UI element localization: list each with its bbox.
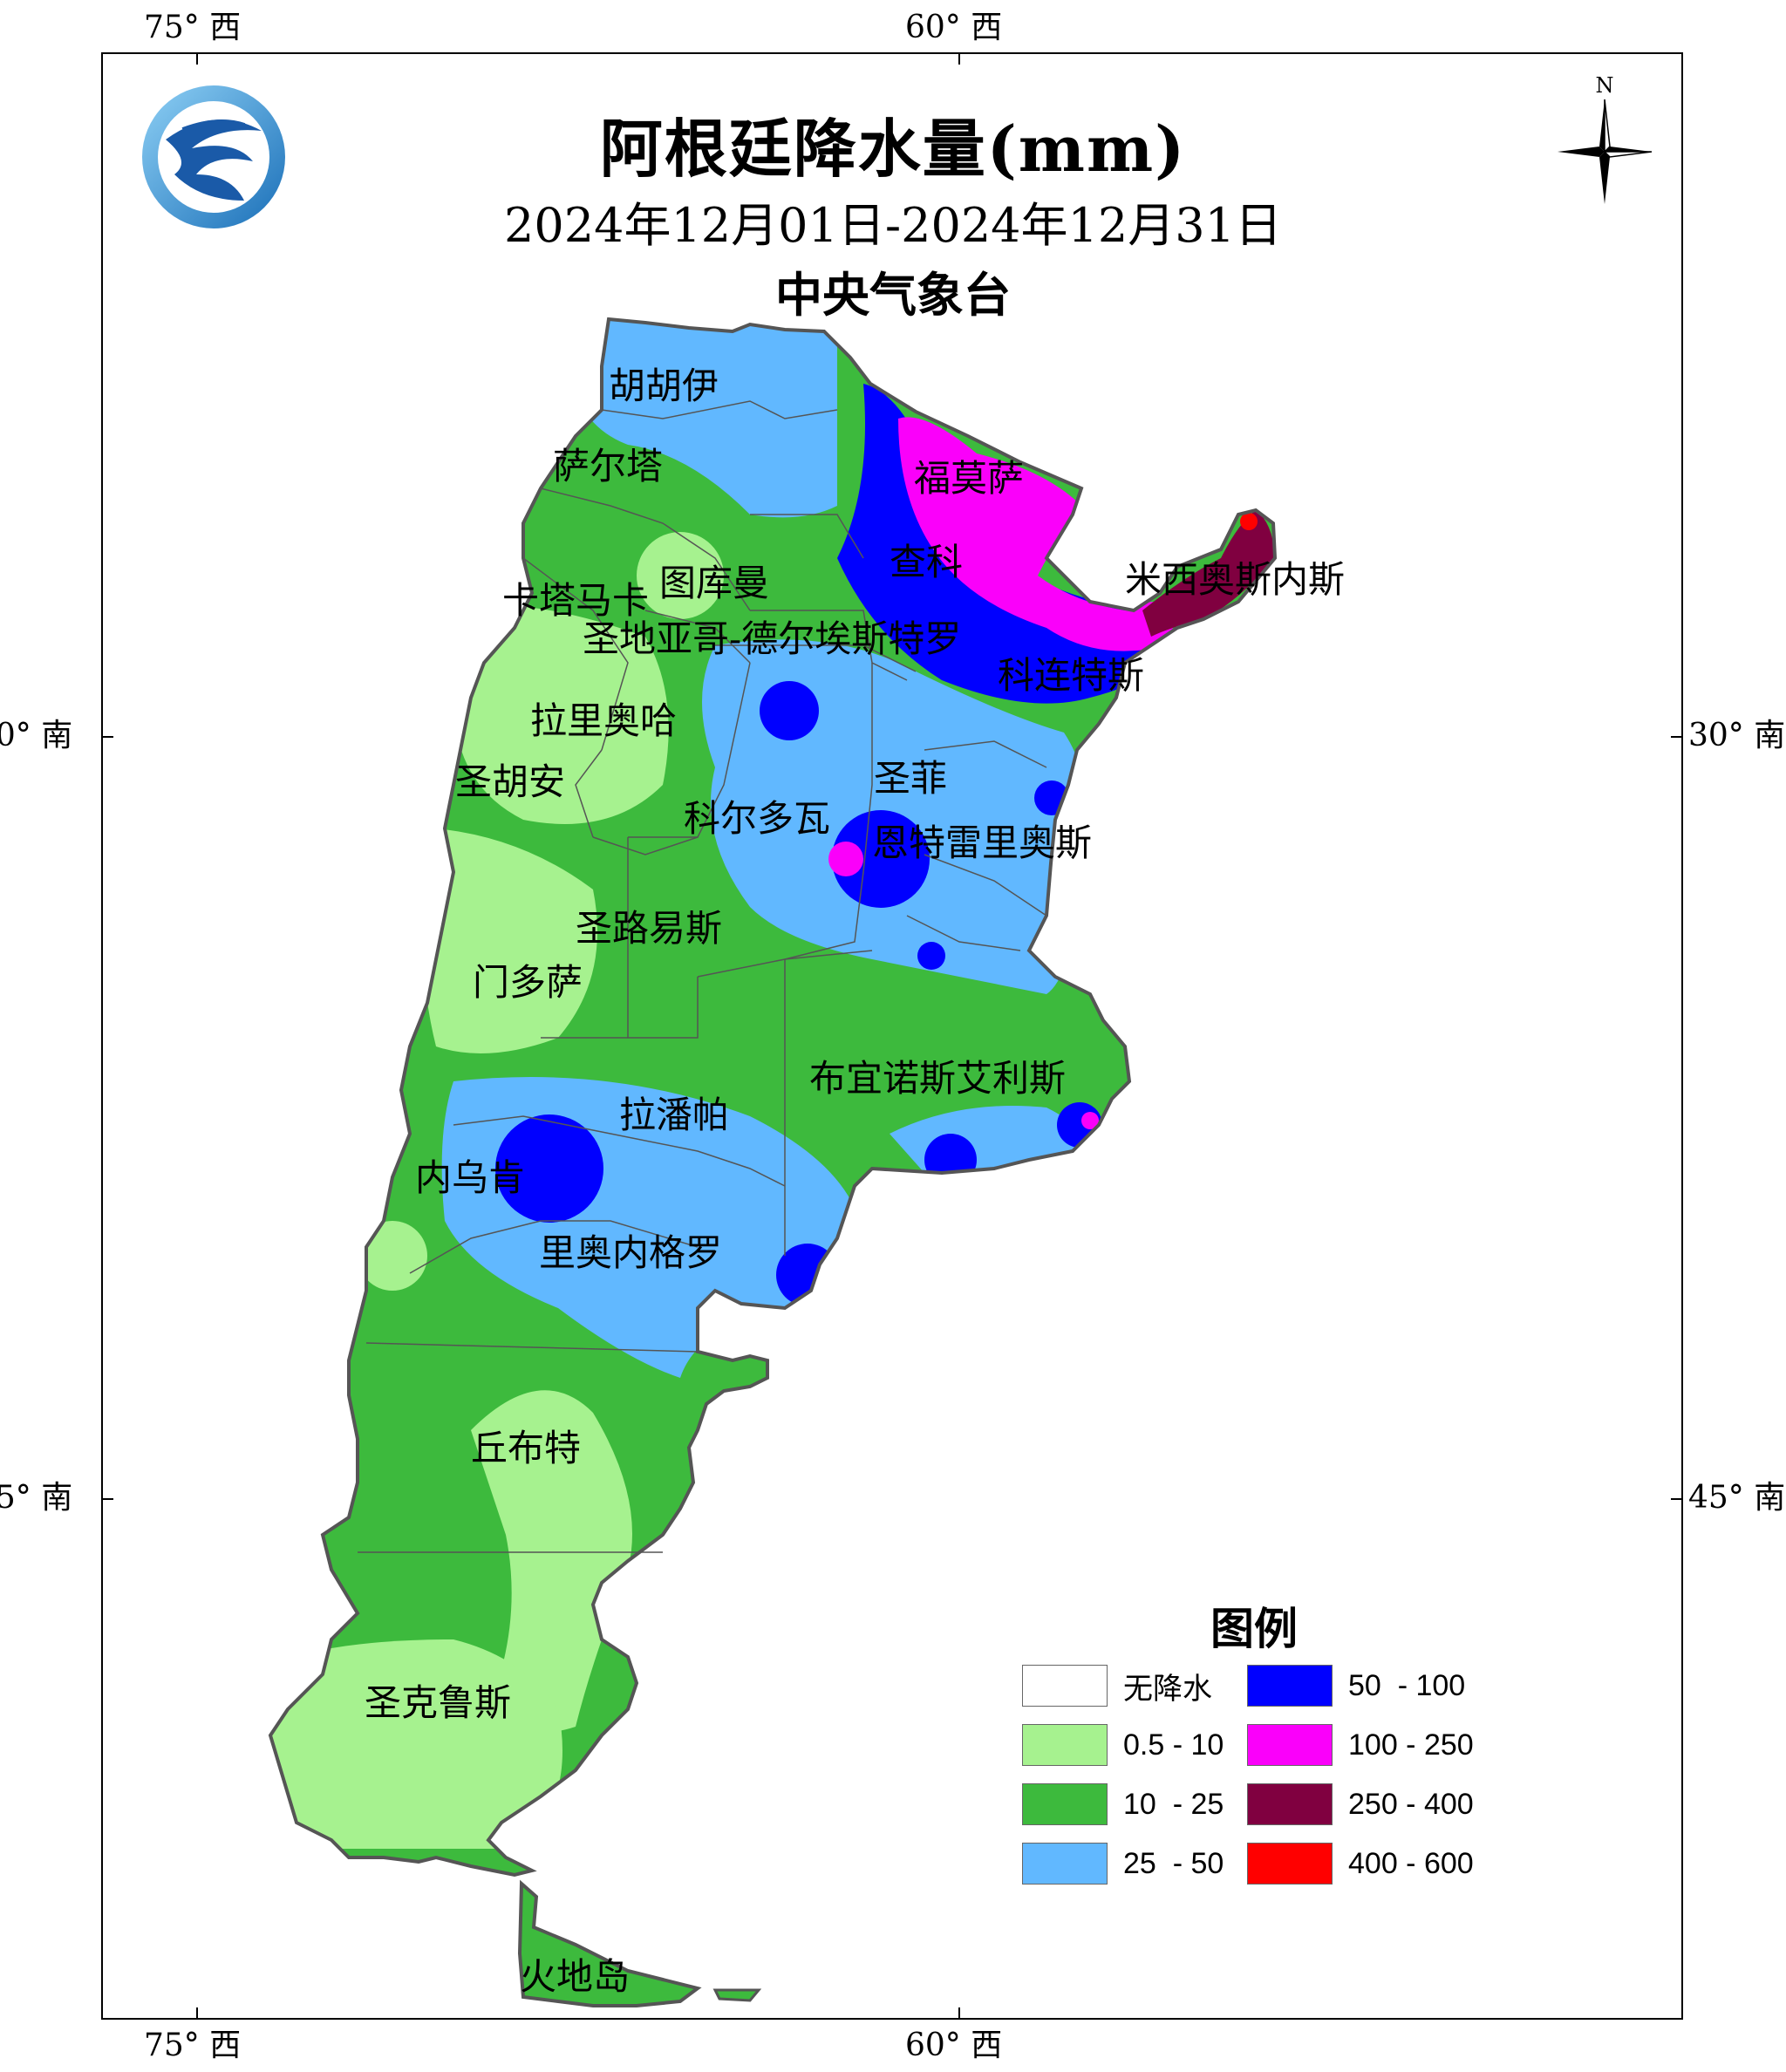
north-arrow-icon: N [1558, 73, 1653, 204]
province-label-corrientes: 科连特斯 [998, 654, 1145, 697]
compass-n-label: N [1596, 73, 1614, 98]
province-label-salta: 萨尔塔 [553, 445, 664, 487]
legend-item-no-precip: 无降水 [1022, 1664, 1212, 1707]
legend-item-0-5-10: 0.5 - 10 [1022, 1723, 1224, 1767]
legend-label: 0.5 - 10 [1123, 1728, 1224, 1762]
legend-item-50-100: 50 - 100 [1247, 1664, 1465, 1707]
province-label-buenos-aires: 布宜诺斯艾利斯 [809, 1057, 1067, 1100]
province-label-rio-negro: 里奥内格罗 [539, 1231, 723, 1274]
province-label-tierra-del-fuego: 火地岛 [520, 1955, 631, 1998]
axis-label-right-45s: 45° 南 [1688, 1480, 1786, 1516]
tick-top-60w [958, 52, 960, 65]
legend-label: 10 - 25 [1123, 1787, 1224, 1821]
province-label-chubut: 丘布特 [471, 1427, 582, 1469]
map-subtitle: 2024年12月01日-2024年12月31日 [504, 198, 1282, 253]
tick-left-45s [101, 1498, 113, 1500]
tick-top-75w [196, 52, 198, 65]
province-label-misiones: 米西奥斯内斯 [1125, 558, 1346, 601]
axis-label-top-75w: 75° 西 [144, 10, 242, 45]
legend-item-400-600: 400 - 600 [1247, 1842, 1474, 1885]
axis-label-left-30s: 30° 南 [0, 718, 73, 753]
legend-label: 50 - 100 [1348, 1668, 1466, 1702]
map-title: 阿根廷降水量(mm) [599, 112, 1187, 186]
legend-swatch [1247, 1843, 1333, 1885]
province-label-santa-cruz: 圣克鲁斯 [365, 1681, 512, 1724]
province-label-catamarca: 卡塔马卡 [502, 579, 650, 622]
cma-logo-icon [142, 85, 285, 228]
legend-label: 250 - 400 [1348, 1787, 1474, 1821]
legend-item-250-400: 250 - 400 [1247, 1782, 1474, 1826]
legend-swatch [1247, 1783, 1333, 1825]
province-label-tucuman: 图库曼 [659, 562, 770, 604]
legend-item-10-25: 10 - 25 [1022, 1782, 1224, 1826]
province-label-mendoza: 门多萨 [473, 961, 583, 1004]
province-label-chaco: 查科 [890, 541, 964, 583]
legend-item-100-250: 100 - 250 [1247, 1723, 1474, 1767]
tick-left-30s [101, 736, 113, 738]
province-label-la-rioja: 拉里奥哈 [530, 699, 678, 742]
legend-swatch [1247, 1665, 1333, 1707]
legend-swatch [1022, 1783, 1108, 1825]
legend-label: 无降水 [1123, 1671, 1212, 1707]
province-label-jujuy: 胡胡伊 [609, 365, 719, 407]
agency-name: 中央气象台 [775, 268, 1011, 323]
axis-label-bottom-60w: 60° 西 [905, 2028, 1003, 2063]
axis-label-top-60w: 60° 西 [905, 10, 1003, 45]
axis-label-bottom-75w: 75° 西 [144, 2028, 242, 2063]
province-label-san-luis: 圣路易斯 [576, 907, 723, 950]
legend-item-25-50: 25 - 50 [1022, 1842, 1224, 1885]
legend-title: 图例 [1210, 1604, 1298, 1654]
legend-label: 400 - 600 [1348, 1846, 1474, 1880]
tick-right-30s [1671, 736, 1683, 738]
province-label-cordoba: 科尔多瓦 [684, 797, 831, 840]
legend-swatch [1022, 1665, 1108, 1707]
province-label-san-juan: 圣胡安 [455, 760, 566, 803]
province-label-la-pampa: 拉潘帕 [619, 1094, 730, 1136]
legend-swatch [1022, 1724, 1108, 1766]
province-label-neuquen: 内乌肯 [415, 1156, 526, 1199]
province-label-santiago-del-estero: 圣地亚哥-德尔埃斯特罗 [583, 617, 962, 660]
legend-label: 25 - 50 [1123, 1846, 1224, 1880]
axis-label-left-45s: 45° 南 [0, 1480, 73, 1516]
tick-right-45s [1671, 1498, 1683, 1500]
legend-swatch [1247, 1724, 1333, 1766]
legend-label: 100 - 250 [1348, 1728, 1474, 1762]
province-label-santa-fe: 圣菲 [874, 757, 948, 800]
province-label-entre-rios: 恩特雷里奥斯 [872, 821, 1093, 864]
axis-label-right-30s: 30° 南 [1688, 718, 1786, 753]
legend-swatch [1022, 1843, 1108, 1885]
tick-bottom-75w [196, 2007, 198, 2020]
province-label-formosa: 福莫萨 [914, 457, 1025, 500]
tick-bottom-60w [958, 2007, 960, 2020]
